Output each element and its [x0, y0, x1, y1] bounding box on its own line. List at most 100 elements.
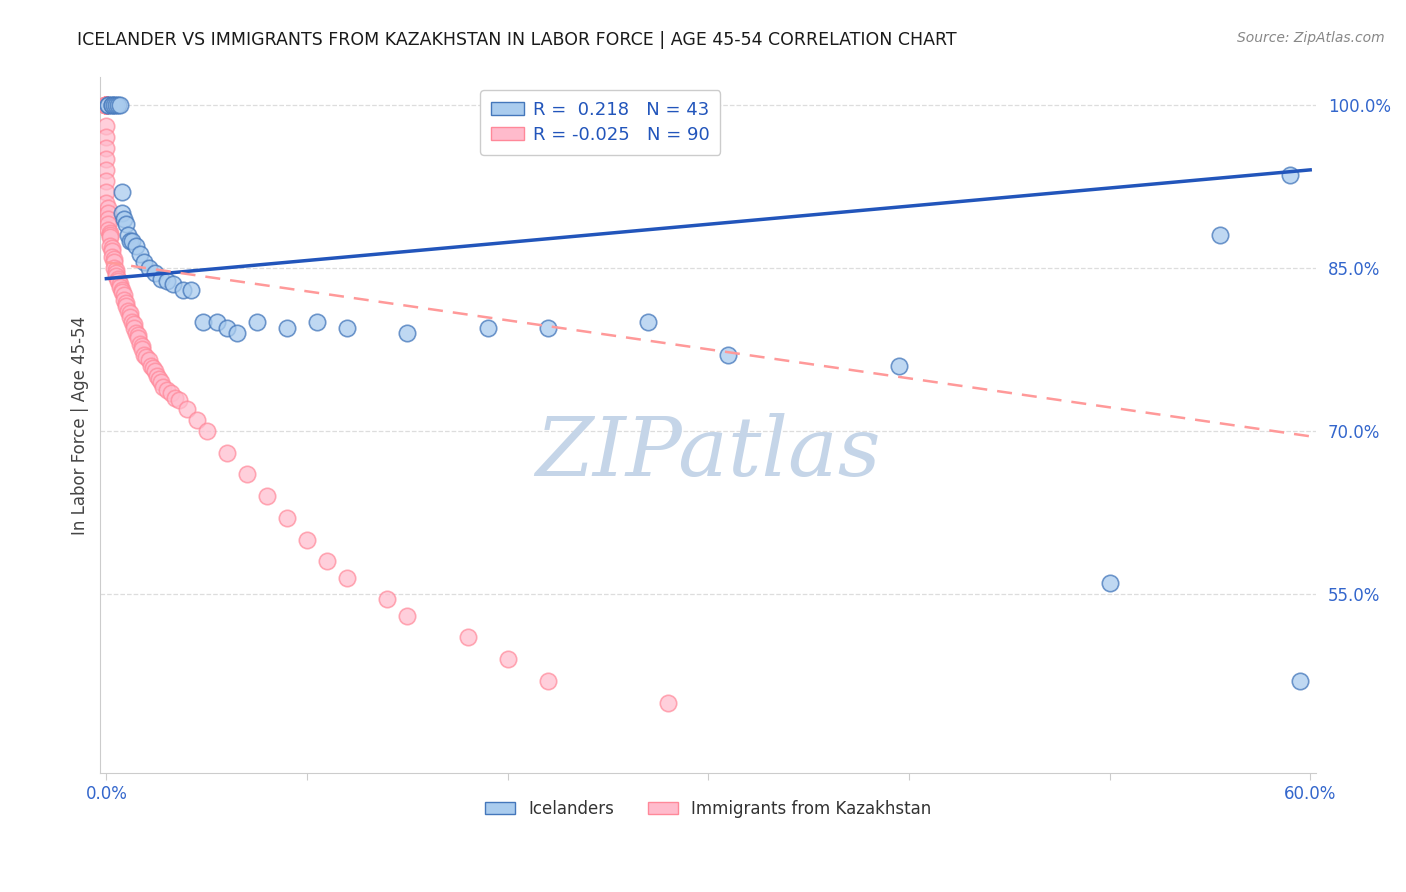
Point: [97, 211, 120, 226]
Point: [120, 234, 142, 248]
Point: [112, 211, 135, 226]
Point: [120, 306, 142, 320]
Point: [96, 97, 118, 112]
Point: [215, 445, 238, 459]
Point: [100, 226, 122, 240]
Point: [134, 255, 156, 269]
Point: [111, 285, 134, 299]
Point: [96, 97, 118, 112]
Point: [195, 424, 218, 438]
Point: [537, 320, 560, 334]
Point: [159, 385, 181, 400]
Point: [125, 326, 148, 340]
Point: [111, 185, 134, 199]
Point: [180, 283, 202, 297]
Point: [143, 266, 166, 280]
Point: [101, 250, 124, 264]
Point: [107, 97, 129, 112]
Point: [103, 255, 125, 269]
Point: [191, 315, 214, 329]
Point: [124, 320, 146, 334]
Point: [152, 380, 174, 394]
Point: [127, 328, 149, 343]
Point: [97, 222, 120, 236]
Point: [110, 97, 132, 112]
Point: [496, 652, 519, 666]
Point: [215, 320, 238, 334]
Point: [117, 304, 139, 318]
Point: [149, 271, 172, 285]
Point: [96, 97, 118, 112]
Point: [155, 274, 177, 288]
Point: [96, 97, 118, 112]
Point: [117, 228, 139, 243]
Point: [96, 195, 118, 210]
Point: [115, 299, 138, 313]
Point: [167, 393, 190, 408]
Point: [97, 217, 120, 231]
Point: [127, 331, 149, 345]
Point: [101, 244, 124, 259]
Point: [112, 293, 135, 308]
Point: [186, 413, 208, 427]
Point: [96, 152, 118, 166]
Point: [396, 608, 419, 623]
Point: [148, 372, 170, 386]
Point: [336, 571, 359, 585]
Point: [256, 489, 278, 503]
Point: [96, 120, 118, 134]
Point: [145, 369, 167, 384]
Point: [103, 260, 125, 275]
Point: [97, 201, 120, 215]
Point: [246, 315, 269, 329]
Point: [305, 315, 328, 329]
Point: [143, 364, 166, 378]
Text: ZIPatlas: ZIPatlas: [536, 413, 882, 493]
Point: [96, 97, 118, 112]
Point: [717, 348, 740, 362]
Point: [105, 263, 128, 277]
Point: [115, 217, 138, 231]
Point: [657, 696, 679, 710]
Point: [111, 206, 134, 220]
Point: [121, 234, 143, 248]
Y-axis label: In Labor Force | Age 45-54: In Labor Force | Age 45-54: [72, 316, 89, 535]
Point: [105, 97, 128, 112]
Point: [107, 271, 129, 285]
Point: [96, 97, 118, 112]
Point: [236, 467, 259, 482]
Point: [111, 283, 134, 297]
Point: [131, 339, 153, 353]
Point: [101, 241, 124, 255]
Point: [134, 348, 156, 362]
Point: [457, 631, 479, 645]
Point: [172, 283, 194, 297]
Point: [110, 280, 132, 294]
Point: [101, 97, 124, 112]
Point: [115, 295, 138, 310]
Point: [96, 97, 118, 112]
Point: [96, 97, 118, 112]
Point: [887, 359, 910, 373]
Point: [129, 246, 152, 260]
Point: [375, 592, 398, 607]
Point: [96, 97, 118, 112]
Point: [100, 228, 122, 243]
Point: [96, 130, 118, 145]
Point: [477, 320, 499, 334]
Point: [103, 252, 125, 266]
Point: [149, 375, 172, 389]
Point: [125, 239, 148, 253]
Point: [138, 260, 160, 275]
Point: [96, 162, 118, 177]
Point: [110, 277, 132, 291]
Point: [96, 97, 118, 112]
Point: [1279, 169, 1302, 183]
Point: [96, 174, 118, 188]
Legend: Icelanders, Immigrants from Kazakhstan: Icelanders, Immigrants from Kazakhstan: [478, 793, 938, 824]
Point: [100, 239, 122, 253]
Point: [1098, 576, 1121, 591]
Point: [101, 97, 124, 112]
Point: [96, 141, 118, 155]
Text: ICELANDER VS IMMIGRANTS FROM KAZAKHSTAN IN LABOR FORCE | AGE 45-54 CORRELATION C: ICELANDER VS IMMIGRANTS FROM KAZAKHSTAN …: [77, 31, 957, 49]
